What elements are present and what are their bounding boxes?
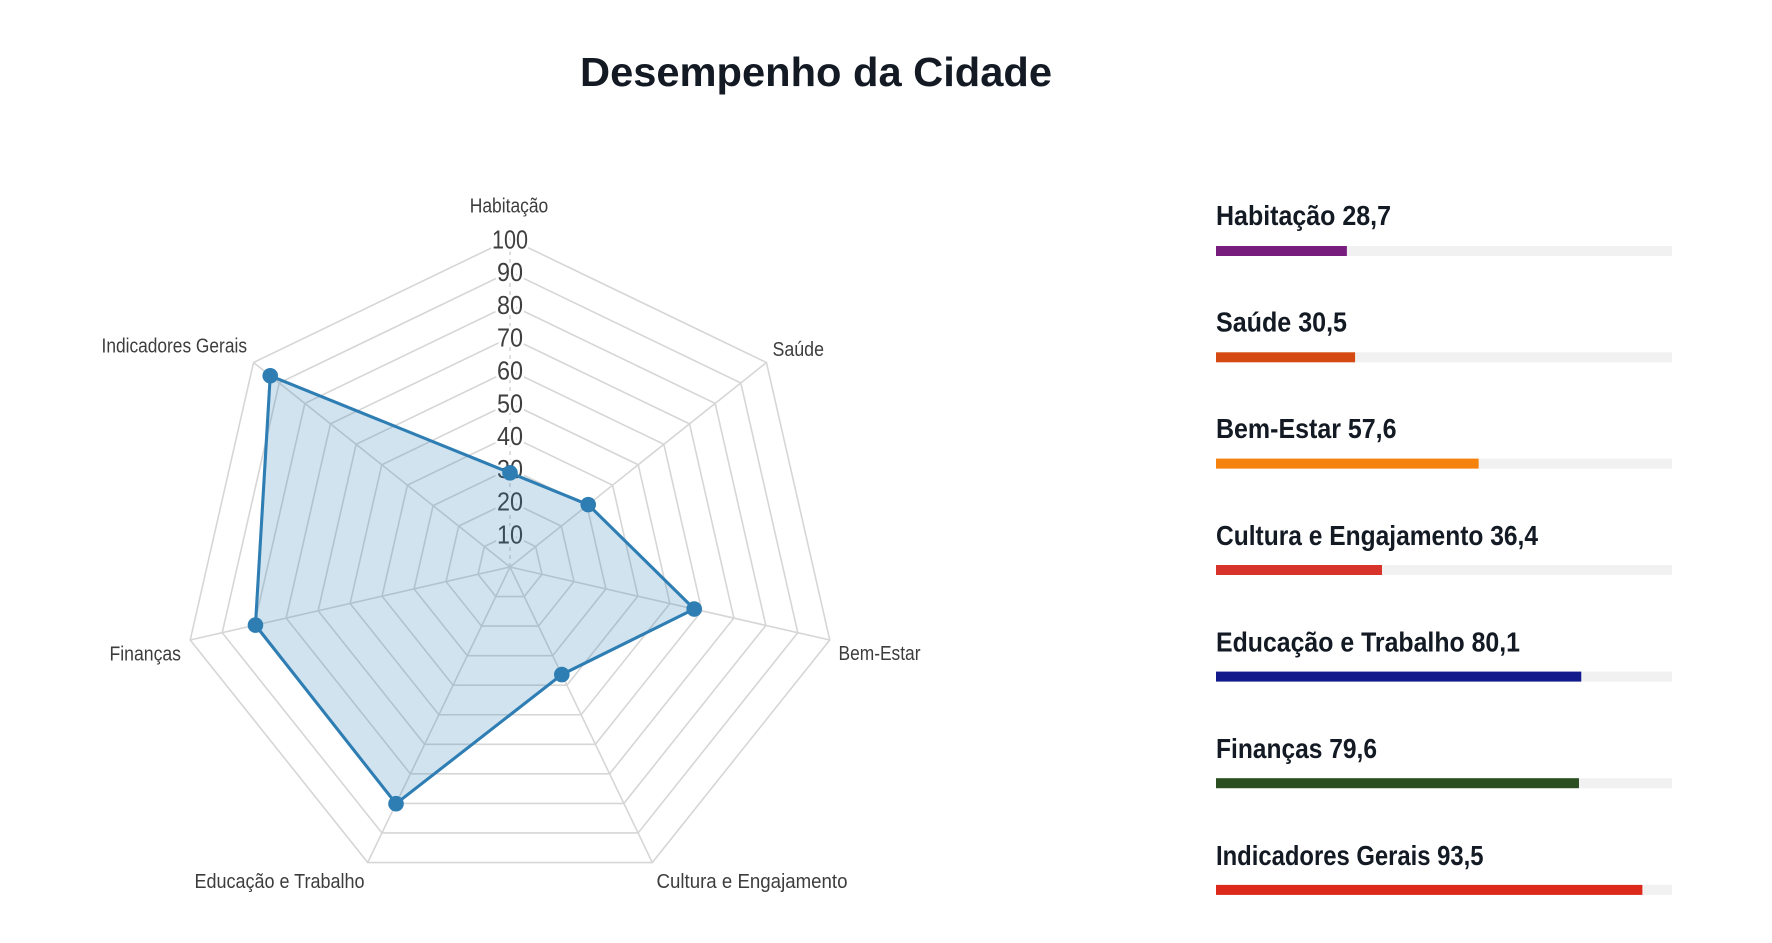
svg-text:Habitação 28,7: Habitação 28,7 [1216, 200, 1391, 231]
svg-text:Educação e Trabalho 80,1: Educação e Trabalho 80,1 [1216, 627, 1520, 658]
svg-text:10: 10 [497, 522, 523, 550]
svg-text:Finanças 79,6: Finanças 79,6 [1216, 733, 1377, 764]
svg-text:Educação e Trabalho: Educação e Trabalho [195, 871, 365, 893]
svg-text:Indicadores Gerais 93,5: Indicadores Gerais 93,5 [1216, 840, 1484, 871]
svg-text:40: 40 [497, 423, 523, 451]
svg-text:100: 100 [492, 226, 528, 254]
svg-text:50: 50 [497, 390, 523, 418]
svg-text:Finanças: Finanças [110, 644, 182, 666]
svg-text:Saúde: Saúde [773, 339, 825, 361]
svg-text:Saúde 30,5: Saúde 30,5 [1216, 307, 1347, 338]
svg-text:Cultura e Engajamento: Cultura e Engajamento [657, 871, 848, 893]
svg-text:Habitação: Habitação [470, 196, 549, 218]
svg-text:60: 60 [497, 358, 523, 386]
svg-text:Indicadores Gerais: Indicadores Gerais [102, 336, 248, 358]
svg-text:20: 20 [497, 489, 523, 517]
svg-text:90: 90 [497, 259, 523, 287]
svg-text:Cultura e Engajamento 36,4: Cultura e Engajamento 36,4 [1216, 520, 1538, 551]
svg-text:Bem-Estar: Bem-Estar [839, 643, 921, 665]
svg-text:70: 70 [497, 325, 523, 353]
svg-text:Desempenho da Cidade: Desempenho da Cidade [580, 49, 1052, 95]
svg-text:80: 80 [497, 292, 523, 320]
svg-text:Bem-Estar 57,6: Bem-Estar 57,6 [1216, 413, 1397, 444]
